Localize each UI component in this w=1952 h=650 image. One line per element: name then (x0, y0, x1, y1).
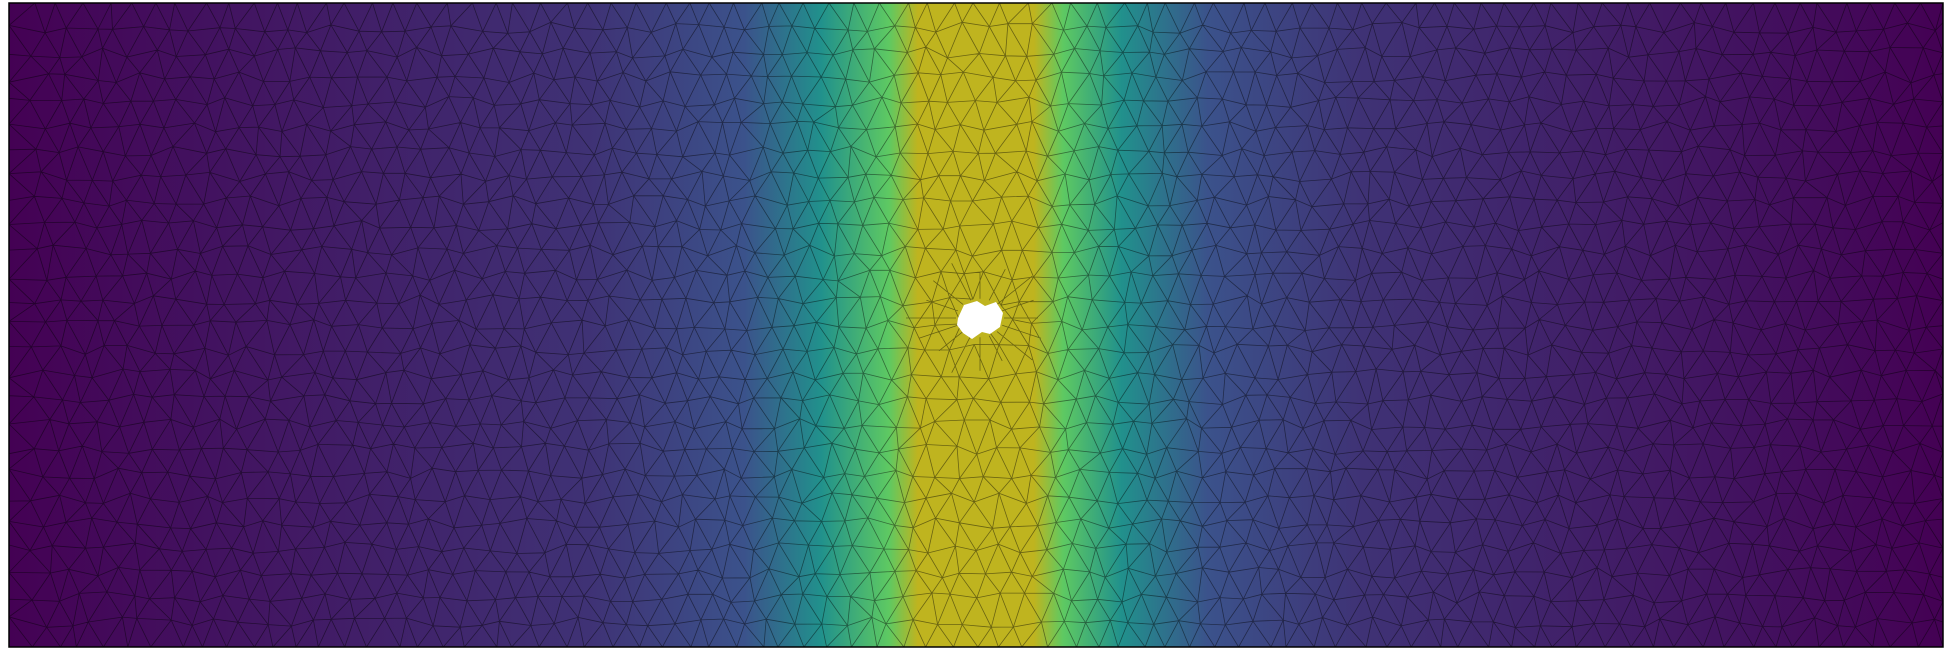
domain-border (8, 2, 1944, 648)
central-hole (957, 301, 1003, 339)
mesh-edges (9, 3, 1943, 647)
triangle-mesh (9, 3, 1943, 647)
